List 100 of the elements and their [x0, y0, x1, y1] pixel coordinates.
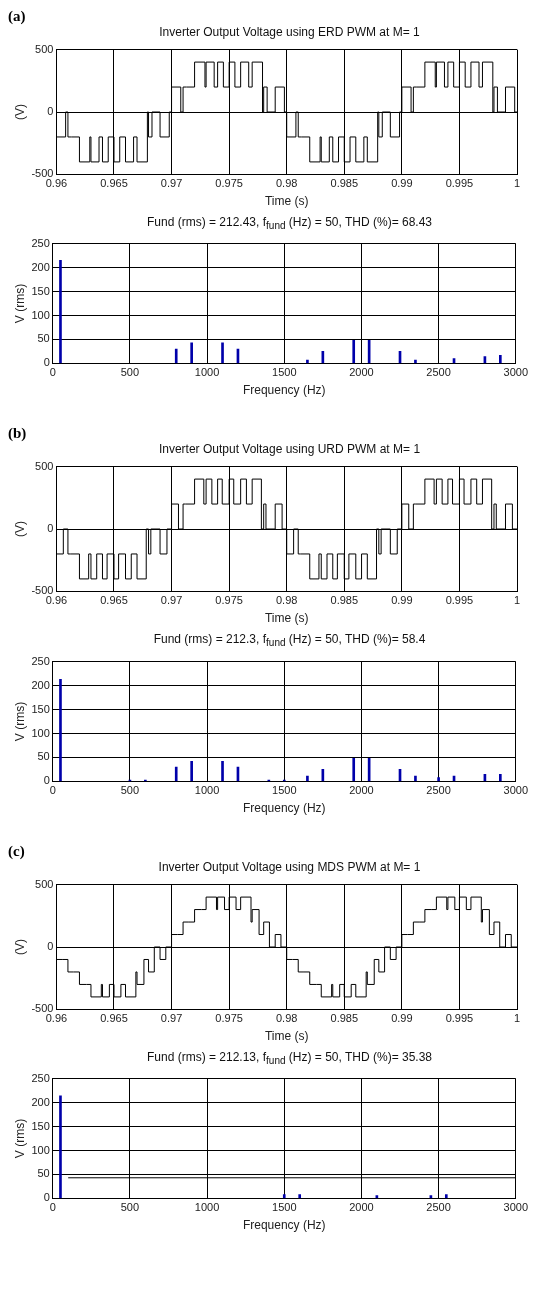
bar: [59, 1095, 62, 1199]
x-tick-label: 0.98: [276, 1011, 298, 1024]
x-tick-label: 0.965: [100, 1011, 128, 1024]
x-tick-label: 3000: [503, 1201, 529, 1214]
x-tick-label: 0.96: [45, 177, 68, 190]
y-axis-title: V (rms): [12, 701, 27, 741]
y-tick-label: 100: [31, 308, 50, 321]
x-tick-label: 0.965: [100, 594, 128, 607]
y-tick-label: 50: [37, 750, 50, 763]
text: (a): [8, 8, 27, 24]
bar: [414, 360, 417, 364]
x-tick-label: 0.975: [215, 177, 243, 190]
y-tick-label: 0: [47, 522, 54, 535]
y-tick-label: 250: [31, 654, 50, 667]
bar: [190, 760, 193, 782]
bar: [306, 775, 309, 782]
x-tick-label: 1: [513, 177, 521, 190]
y-tick-label: 150: [31, 1119, 50, 1132]
x-tick-label: 1500: [272, 783, 297, 796]
y-tick-label: 200: [31, 678, 50, 691]
y-axis-title: (V): [12, 521, 27, 538]
x-tick-label: 0.975: [215, 1011, 243, 1024]
bar: [306, 360, 309, 364]
x-tick-label: 0.99: [391, 594, 413, 607]
x-tick-label: 0.96: [45, 594, 68, 607]
y-tick-label: 0: [43, 774, 50, 787]
y-axis-title: (V): [12, 938, 27, 955]
x-tick-label: 2500: [426, 783, 451, 796]
x-tick-label: 500: [120, 1201, 140, 1214]
bar: [352, 757, 356, 782]
y-axis-title: V (rms): [12, 284, 27, 324]
x-tick-label: 0.99: [391, 177, 413, 190]
x-tick-label: 1: [513, 1011, 521, 1024]
bar: [499, 355, 502, 364]
x-tick-label: 2500: [426, 366, 451, 379]
chart-title: Fund (rms) = 212.3, f$_{fund}$ (Hz) = 50, THD (%)= 58.4: [152, 631, 427, 651]
bar: [499, 773, 502, 782]
bar: [221, 760, 224, 782]
y-tick-label: 150: [31, 702, 50, 715]
bar: [444, 1194, 448, 1199]
x-tick-label: 0.985: [330, 1011, 359, 1024]
x-tick-label: 0.97: [160, 1011, 183, 1024]
x-tick-label: 1500: [272, 1201, 297, 1214]
x-axis-title: Time (s): [264, 194, 309, 209]
y-tick-label: 100: [31, 1143, 50, 1156]
x-tick-label: 500: [120, 783, 140, 796]
x-tick-label: 1000: [194, 783, 220, 796]
chart-title: Inverter Output Voltage using URD PWM at M= 1: [157, 441, 422, 458]
x-tick-label: 0.975: [215, 594, 243, 607]
text: (b): [8, 425, 28, 442]
x-axis-title: Time (s): [264, 611, 309, 626]
x-tick-label: 0.985: [330, 594, 359, 607]
y-tick-label: 500: [35, 460, 54, 473]
x-tick-label: 2000: [349, 1201, 374, 1214]
bar: [59, 260, 62, 364]
bar: [221, 342, 224, 364]
y-tick-label: 250: [31, 237, 50, 250]
y-tick-label: -500: [31, 584, 54, 597]
y-tick-label: -500: [31, 167, 54, 180]
x-tick-label: 1: [513, 594, 521, 607]
y-tick-label: 500: [35, 42, 54, 55]
x-axis-title: Frequency (Hz): [242, 1218, 326, 1233]
x-tick-label: 0.995: [445, 177, 474, 190]
x-tick-label: 0.965: [100, 177, 128, 190]
x-tick-label: 0.98: [276, 177, 298, 190]
x-tick-label: 0.97: [160, 594, 183, 607]
bar: [190, 342, 193, 364]
bar: [59, 678, 62, 782]
y-axis-title: V (rms): [12, 1119, 27, 1159]
x-tick-label: 3000: [503, 783, 529, 796]
y-tick-label: 200: [31, 1095, 50, 1108]
x-axis-title: Time (s): [264, 1028, 309, 1043]
bar: [174, 766, 178, 782]
x-tick-label: 0.98: [276, 594, 298, 607]
bar: [282, 1194, 286, 1199]
bar: [174, 349, 178, 364]
x-tick-label: 2000: [349, 366, 374, 379]
bar: [437, 777, 440, 782]
x-axis-title: Frequency (Hz): [242, 800, 326, 815]
x-tick-label: 1000: [194, 366, 220, 379]
x-tick-label: 0.99: [391, 1011, 413, 1024]
x-tick-label: 1000: [194, 1201, 220, 1214]
y-tick-label: 50: [37, 332, 50, 345]
y-tick-label: 150: [31, 284, 50, 297]
y-tick-label: 200: [31, 260, 50, 273]
y-tick-label: 250: [31, 1071, 50, 1084]
y-axis-title: (V): [12, 104, 27, 120]
x-tick-label: 2000: [349, 783, 374, 796]
x-tick-label: 0.985: [330, 177, 359, 190]
x-tick-label: 3000: [503, 366, 529, 379]
y-tick-label: 500: [35, 877, 54, 890]
x-tick-label: 1500: [272, 366, 297, 379]
y-tick-label: 0: [43, 356, 50, 369]
y-tick-label: 50: [37, 1167, 50, 1180]
chart-title: Inverter Output Voltage using MDS PWM at M= 1: [157, 858, 422, 875]
text: (c): [8, 842, 26, 859]
y-tick-label: 100: [31, 726, 50, 739]
x-tick-label: 0.995: [445, 1011, 474, 1024]
y-tick-label: 0: [43, 1191, 50, 1204]
y-tick-label: 0: [47, 105, 54, 118]
